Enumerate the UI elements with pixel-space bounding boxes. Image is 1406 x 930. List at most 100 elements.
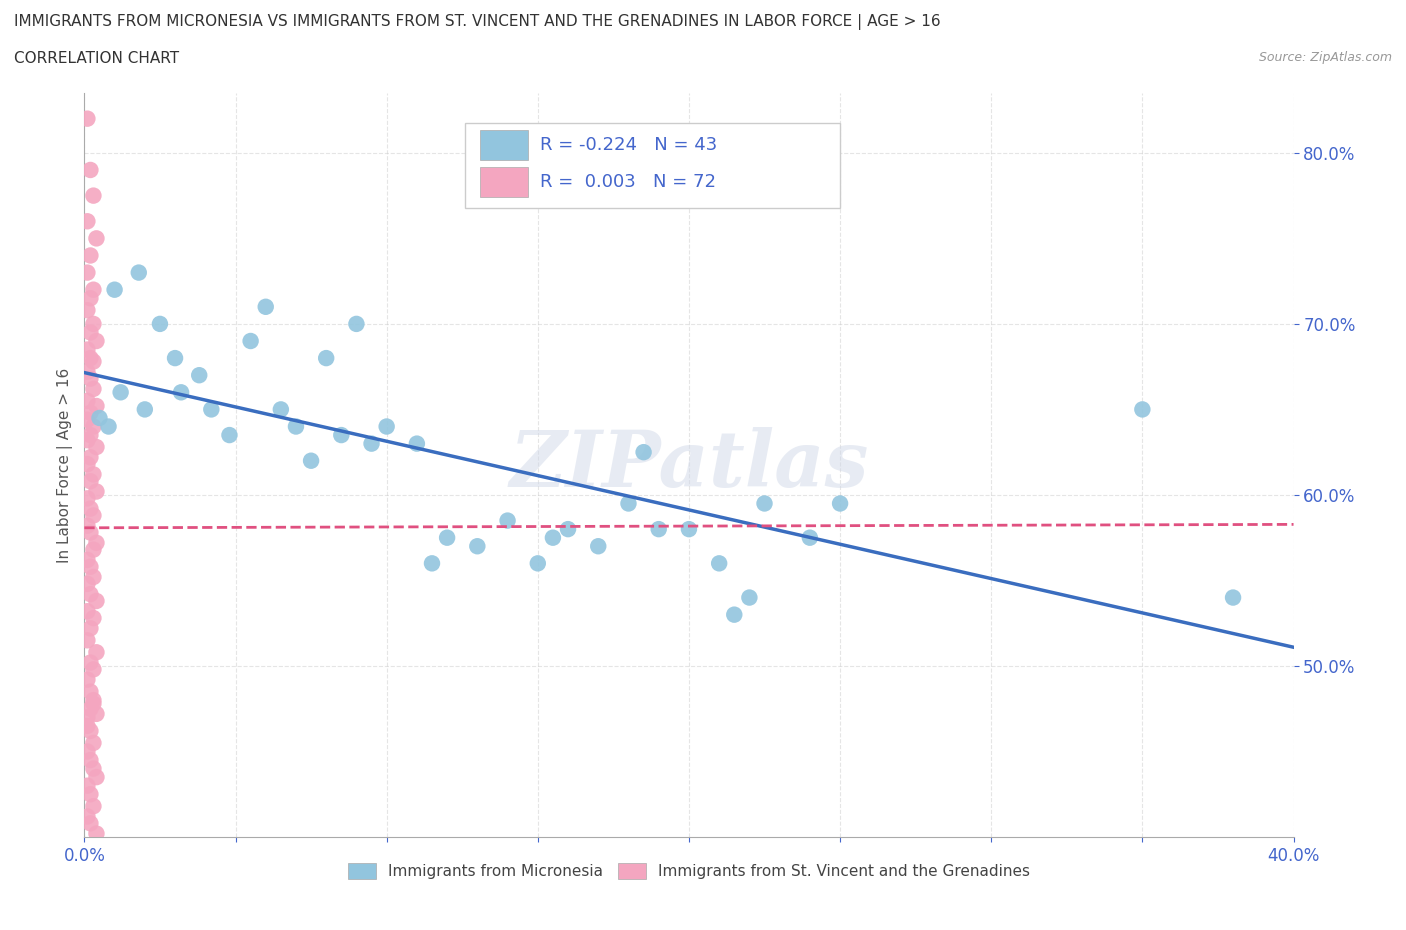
Point bbox=[82, 381, 104, 396]
Point bbox=[82, 188, 104, 203]
Point bbox=[86, 593, 108, 608]
Point bbox=[165, 351, 187, 365]
Point bbox=[82, 697, 104, 711]
Point bbox=[79, 351, 101, 365]
Point bbox=[200, 402, 222, 417]
Point bbox=[110, 385, 132, 400]
Point bbox=[82, 542, 104, 557]
Point bbox=[420, 556, 443, 571]
Point bbox=[218, 428, 240, 443]
Point bbox=[86, 707, 108, 722]
Point bbox=[285, 419, 308, 434]
Point bbox=[315, 351, 337, 365]
Point bbox=[82, 611, 104, 626]
Point bbox=[79, 248, 101, 263]
Point bbox=[104, 282, 127, 297]
Point bbox=[541, 530, 564, 545]
Point bbox=[79, 621, 101, 636]
Point bbox=[86, 826, 108, 841]
Point bbox=[79, 655, 101, 670]
Point bbox=[79, 587, 101, 602]
Point bbox=[738, 591, 761, 605]
Text: Source: ZipAtlas.com: Source: ZipAtlas.com bbox=[1258, 51, 1392, 64]
Point bbox=[79, 787, 101, 802]
Point bbox=[76, 778, 98, 793]
Point bbox=[97, 419, 120, 434]
Point bbox=[79, 816, 101, 830]
Point bbox=[134, 402, 156, 417]
Point bbox=[678, 522, 700, 537]
Y-axis label: In Labor Force | Age > 16: In Labor Force | Age > 16 bbox=[58, 367, 73, 563]
Point bbox=[79, 501, 101, 516]
Point bbox=[346, 316, 368, 331]
Point bbox=[76, 214, 98, 229]
Point bbox=[149, 316, 172, 331]
Point bbox=[76, 457, 98, 472]
Point bbox=[79, 450, 101, 465]
Point bbox=[76, 718, 98, 733]
Point bbox=[299, 453, 322, 468]
Point bbox=[79, 701, 101, 716]
Point bbox=[86, 399, 108, 414]
Point bbox=[79, 405, 101, 420]
Point bbox=[86, 231, 108, 246]
Point bbox=[82, 569, 104, 584]
Point bbox=[1222, 591, 1244, 605]
Point bbox=[86, 485, 108, 499]
Point bbox=[82, 282, 104, 297]
Point bbox=[754, 496, 776, 511]
Point bbox=[79, 684, 101, 699]
Point bbox=[79, 752, 101, 767]
Point bbox=[76, 744, 98, 759]
Point bbox=[86, 334, 108, 349]
Point bbox=[76, 303, 98, 318]
Point bbox=[76, 365, 98, 379]
Point bbox=[76, 604, 98, 618]
Text: CORRELATION CHART: CORRELATION CHART bbox=[14, 51, 179, 66]
Point bbox=[82, 662, 104, 677]
Legend: Immigrants from Micronesia, Immigrants from St. Vincent and the Grenadines: Immigrants from Micronesia, Immigrants f… bbox=[342, 857, 1036, 885]
Point bbox=[723, 607, 745, 622]
Point bbox=[254, 299, 277, 314]
Point bbox=[360, 436, 382, 451]
Point bbox=[76, 412, 98, 427]
Point bbox=[79, 724, 101, 738]
Text: R = -0.224   N = 43: R = -0.224 N = 43 bbox=[540, 136, 717, 154]
Point bbox=[79, 428, 101, 443]
Point bbox=[588, 538, 610, 553]
Point bbox=[79, 371, 101, 386]
FancyBboxPatch shape bbox=[479, 167, 529, 197]
Point bbox=[86, 536, 108, 551]
Text: IMMIGRANTS FROM MICRONESIA VS IMMIGRANTS FROM ST. VINCENT AND THE GRENADINES IN : IMMIGRANTS FROM MICRONESIA VS IMMIGRANTS… bbox=[14, 14, 941, 30]
Point bbox=[648, 522, 671, 537]
Point bbox=[89, 410, 111, 425]
Point bbox=[79, 473, 101, 488]
Point bbox=[82, 419, 104, 434]
Point bbox=[239, 334, 262, 349]
Point bbox=[82, 736, 104, 751]
Point bbox=[830, 496, 852, 511]
Point bbox=[633, 445, 655, 459]
Point bbox=[76, 633, 98, 648]
Point bbox=[76, 518, 98, 533]
Point bbox=[76, 577, 98, 591]
Point bbox=[86, 440, 108, 455]
Point bbox=[128, 265, 150, 280]
Point bbox=[467, 538, 489, 553]
Point bbox=[82, 316, 104, 331]
Point bbox=[79, 163, 101, 178]
Point bbox=[76, 672, 98, 687]
Point bbox=[79, 559, 101, 574]
Point bbox=[82, 761, 104, 776]
Point bbox=[79, 291, 101, 306]
Point bbox=[76, 710, 98, 724]
Text: ZIPatlas: ZIPatlas bbox=[509, 427, 869, 503]
Point bbox=[76, 491, 98, 506]
Point bbox=[76, 265, 98, 280]
Point bbox=[1130, 402, 1153, 417]
Point bbox=[79, 325, 101, 339]
Point bbox=[82, 354, 104, 369]
Point bbox=[709, 556, 731, 571]
Point bbox=[82, 693, 104, 708]
Point bbox=[76, 393, 98, 408]
